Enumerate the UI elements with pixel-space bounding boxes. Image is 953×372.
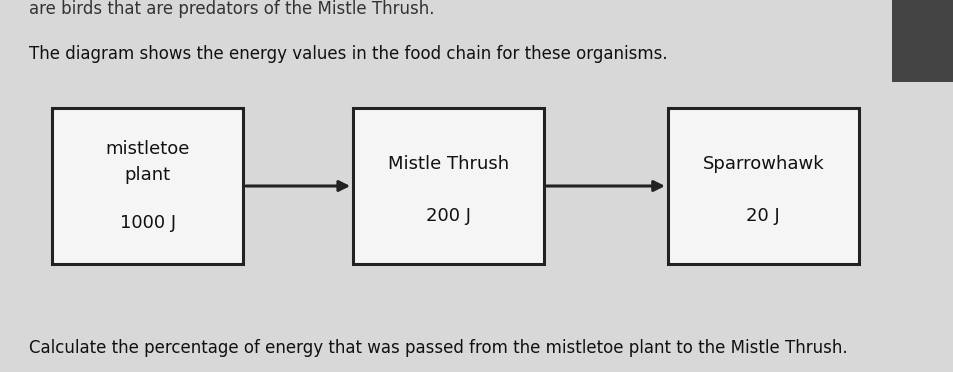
Text: mistletoe: mistletoe [106,140,190,158]
Text: 200 J: 200 J [425,207,471,225]
Text: are birds that are predators of the Mistle Thrush.: are birds that are predators of the Mist… [29,0,434,18]
Text: The diagram shows the energy values in the food chain for these organisms.: The diagram shows the energy values in t… [29,45,666,62]
Bar [52,108,243,264]
Text: Sparrowhawk: Sparrowhawk [701,155,823,173]
Bar [353,108,543,264]
Text: Calculate the percentage of energy that was passed from the mistletoe plant to t: Calculate the percentage of energy that … [29,339,846,357]
Text: 1000 J: 1000 J [120,214,175,232]
Text: 20 J: 20 J [745,207,780,225]
Text: Mistle Thrush: Mistle Thrush [388,155,508,173]
Bar [891,0,953,82]
Bar [667,108,858,264]
Text: plant: plant [125,166,171,184]
